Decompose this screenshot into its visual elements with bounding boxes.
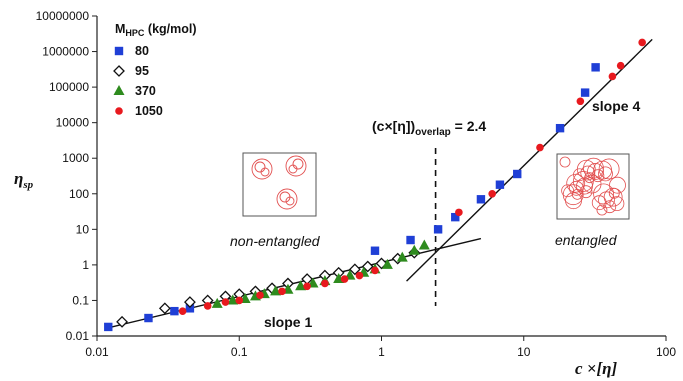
slope-1-label: slope 1	[264, 314, 312, 330]
legend: MHPC (kg/mol) 80 95 370 1050	[113, 22, 197, 118]
overlap-suffix: = 2.4	[451, 118, 487, 134]
data-point-1050	[616, 61, 625, 70]
series-1050	[178, 38, 646, 315]
legend-label-95: 95	[135, 64, 149, 78]
x-tick-label: 10	[517, 345, 531, 359]
legend-marker-1050	[115, 107, 123, 115]
data-point-370	[211, 297, 223, 308]
data-point-80	[185, 304, 195, 313]
entangled-illustration	[556, 153, 630, 220]
data-point-370	[295, 280, 307, 291]
legend-label-80: 80	[135, 44, 149, 58]
data-point-1050	[178, 307, 187, 315]
legend-label-370: 370	[135, 84, 156, 98]
x-tick-label: 1	[378, 345, 385, 359]
y-tick-label: 1000	[62, 151, 89, 165]
data-point-1050	[303, 282, 311, 291]
y-tick-label: 10000	[56, 116, 90, 130]
y-tick-label: 10000000	[36, 9, 90, 23]
data-point-80	[370, 246, 380, 255]
data-point-95	[116, 315, 128, 328]
x-tick-label: 100	[656, 345, 676, 359]
data-point-1050	[576, 97, 585, 106]
data-point-370	[418, 239, 430, 250]
data-point-80	[495, 180, 505, 189]
y-tick-label: 1000000	[42, 45, 89, 59]
data-point-1050	[340, 275, 349, 283]
coil-3-icon	[276, 188, 298, 210]
data-point-1050	[203, 302, 212, 310]
legend-marker-95	[113, 65, 125, 77]
data-points	[104, 38, 646, 332]
overlap-prefix: (c×[η])	[372, 118, 415, 134]
data-point-1050	[235, 296, 244, 305]
legend-marker-370	[113, 85, 125, 95]
data-point-370	[227, 294, 239, 305]
y-axis-label-sub: sp	[22, 179, 33, 191]
coil-2-icon	[285, 155, 307, 177]
series-370	[211, 239, 430, 308]
non-entangled-illustration	[242, 152, 317, 217]
data-point-80	[406, 235, 415, 245]
y-tick-label: 10	[76, 222, 90, 236]
legend-title-unit: (kg/mol)	[144, 22, 196, 36]
series-80	[104, 63, 600, 332]
y-axis-label: ηsp	[14, 169, 34, 191]
legend-title-sub: HPC	[125, 28, 145, 38]
data-point-1050	[321, 279, 329, 288]
entangled-label: entangled	[555, 232, 618, 248]
y-axis-label-main: η	[14, 169, 23, 188]
legend-items: 80 95 370 1050	[113, 44, 163, 118]
y-tick-label: 100	[69, 187, 89, 201]
data-point-95	[348, 263, 361, 276]
legend-marker-80	[114, 46, 124, 56]
data-point-1050	[278, 287, 286, 296]
data-point-370	[381, 258, 393, 269]
coil-1-icon	[251, 158, 273, 180]
data-point-95	[361, 260, 374, 273]
data-point-80	[555, 123, 565, 133]
x-tick-label: 0.1	[231, 345, 248, 359]
data-point-1050	[608, 72, 617, 81]
x-tick-label: 0.01	[85, 345, 109, 359]
overlap-subscript: overlap	[415, 127, 451, 138]
x-axis-label: c ×[η]	[575, 359, 617, 378]
data-point-80	[170, 306, 179, 316]
data-point-1050	[371, 266, 379, 275]
data-point-1050	[256, 291, 264, 300]
legend-title-main: M	[115, 22, 125, 36]
data-point-80	[104, 322, 113, 332]
data-point-1050	[488, 189, 496, 198]
legend-label-1050: 1050	[135, 104, 163, 118]
data-point-80	[513, 169, 522, 179]
data-point-370	[396, 251, 408, 262]
data-point-95	[184, 296, 196, 308]
overlap-label: (c×[η])overlap = 2.4	[372, 118, 486, 138]
y-tick-label: 0.01	[66, 329, 90, 343]
data-point-1050	[638, 38, 646, 47]
slope-4-label: slope 4	[592, 98, 640, 114]
data-point-80	[476, 195, 486, 204]
tick-marks	[92, 15, 667, 341]
data-point-370	[408, 244, 420, 255]
data-point-80	[433, 225, 443, 234]
data-point-80	[451, 212, 460, 222]
data-point-1050	[355, 271, 364, 280]
data-point-80	[580, 88, 590, 97]
entangled-coils-icon	[559, 156, 626, 216]
data-point-1050	[221, 298, 230, 306]
data-point-370	[270, 285, 282, 296]
non-entangled-label: non-entangled	[230, 233, 321, 249]
legend-title: MHPC (kg/mol)	[115, 22, 197, 38]
data-point-80	[591, 63, 600, 72]
data-point-80	[144, 313, 153, 323]
data-point-95	[158, 302, 171, 315]
tick-labels: 0.01 0.1 1 10 100 1000 10000 100000 1000000 10000…	[36, 9, 677, 359]
y-tick-label: 100000	[49, 80, 89, 94]
data-point-1050	[536, 143, 544, 152]
data-point-1050	[455, 208, 463, 217]
y-tick-label: 0.1	[72, 293, 89, 307]
y-tick-label: 1	[82, 258, 89, 272]
